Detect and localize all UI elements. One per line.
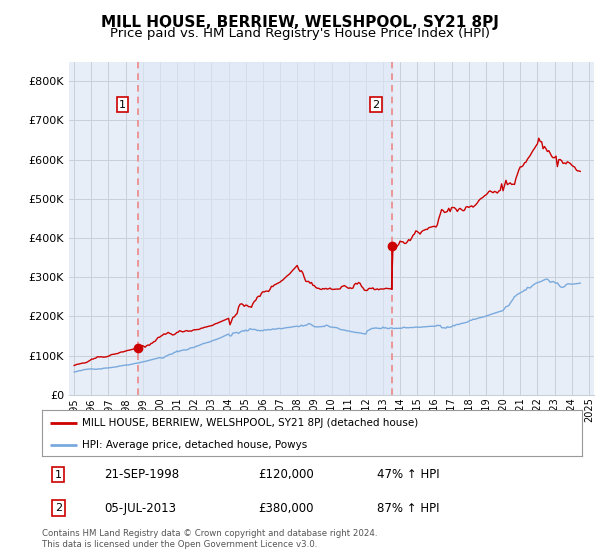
Text: MILL HOUSE, BERRIEW, WELSHPOOL, SY21 8PJ: MILL HOUSE, BERRIEW, WELSHPOOL, SY21 8PJ xyxy=(101,15,499,30)
Text: 05-JUL-2013: 05-JUL-2013 xyxy=(104,502,176,515)
Text: MILL HOUSE, BERRIEW, WELSHPOOL, SY21 8PJ (detached house): MILL HOUSE, BERRIEW, WELSHPOOL, SY21 8PJ… xyxy=(83,418,419,428)
Text: 47% ↑ HPI: 47% ↑ HPI xyxy=(377,468,439,481)
Text: Price paid vs. HM Land Registry's House Price Index (HPI): Price paid vs. HM Land Registry's House … xyxy=(110,27,490,40)
Text: HPI: Average price, detached house, Powys: HPI: Average price, detached house, Powy… xyxy=(83,440,308,450)
Text: Contains HM Land Registry data © Crown copyright and database right 2024.
This d: Contains HM Land Registry data © Crown c… xyxy=(42,529,377,549)
Text: 2: 2 xyxy=(373,100,380,110)
Text: 2: 2 xyxy=(55,503,62,513)
Text: 21-SEP-1998: 21-SEP-1998 xyxy=(104,468,179,481)
Text: 1: 1 xyxy=(55,470,62,480)
Text: 1: 1 xyxy=(119,100,126,110)
Text: £120,000: £120,000 xyxy=(258,468,314,481)
Text: £380,000: £380,000 xyxy=(258,502,314,515)
Bar xyxy=(138,62,392,395)
Text: 87% ↑ HPI: 87% ↑ HPI xyxy=(377,502,439,515)
